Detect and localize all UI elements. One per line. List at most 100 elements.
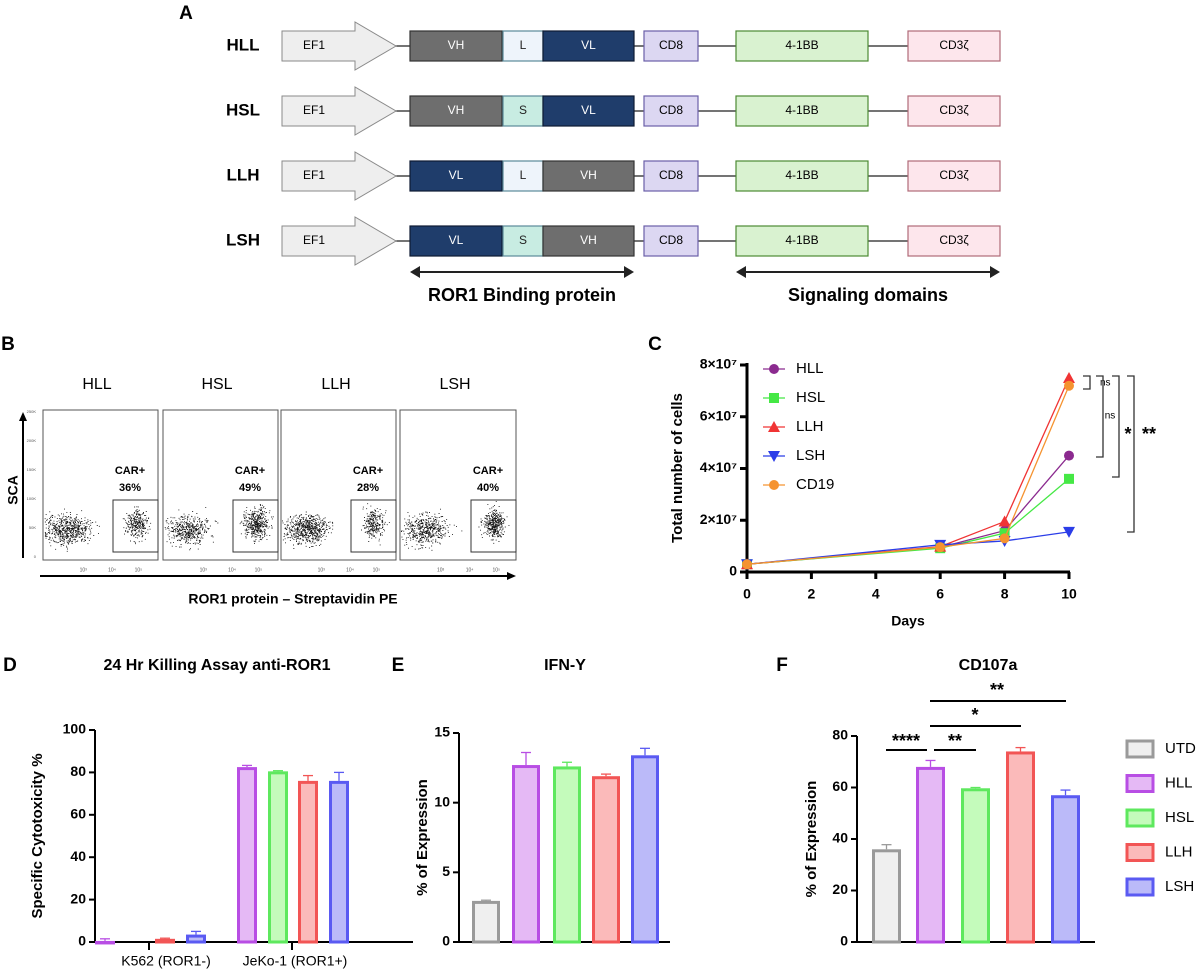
panel-letter-d: D	[3, 655, 17, 676]
data-point-cd19	[1064, 380, 1074, 391]
y-tick-label: 200K	[27, 438, 37, 443]
legend-swatch-llh	[1125, 843, 1155, 862]
sig-label: *	[1124, 424, 1131, 444]
domain-label: CD8	[659, 38, 683, 52]
promoter-label: EF1	[303, 38, 325, 52]
car-gate	[232, 499, 279, 553]
domain-label: VL	[449, 168, 464, 182]
domain-label: S	[519, 233, 527, 247]
gate-label: CAR+	[473, 465, 503, 477]
sig-label: **	[1142, 424, 1156, 444]
promoter-arrow	[281, 21, 397, 71]
data-point-cd19	[999, 533, 1010, 544]
x-tick-label: 10	[1061, 586, 1077, 602]
gate-label: CAR+	[353, 465, 383, 477]
promoter-arrow	[281, 86, 397, 136]
gate-label: CAR+	[235, 465, 265, 477]
bar-llh-k562	[155, 938, 175, 944]
legend-marker-hsl	[769, 393, 779, 403]
panel-letter-e: E	[392, 655, 405, 676]
y-tick-label: 6×10⁷	[700, 407, 738, 423]
domain-vl	[409, 225, 503, 257]
bar-lsh	[631, 755, 659, 944]
bar-hll	[916, 766, 945, 944]
x-tick-label: 10⁴	[346, 567, 354, 573]
x-axis-label: ROR1 protein – Streptavidin PE	[188, 591, 397, 607]
flow-plot-llh: LLH CAR+ 28% 10³ 10⁴ 10⁵	[280, 376, 397, 573]
y-tick-label: 2×10⁷	[700, 511, 738, 527]
flow-plot-lsh: LSH CAR+ 40% 10³ 10⁴ 10⁵	[399, 376, 517, 573]
x-tick-label: JeKo-1 (ROR1+)	[243, 953, 348, 969]
bar-utd	[872, 849, 901, 944]
domain-label: CD3ζ	[939, 38, 969, 52]
x-tick-label: 0	[743, 586, 751, 602]
domain-label: CD8	[659, 103, 683, 117]
bar-llh-jeko1	[298, 780, 318, 944]
sig-bracket	[1112, 375, 1120, 478]
bar-hsl	[961, 788, 990, 944]
domain-4-1bb	[735, 30, 869, 62]
signaling-arrow-head-left	[736, 266, 746, 278]
promoter-label: EF1	[303, 168, 325, 182]
sig-label: ns	[1100, 378, 1111, 389]
x-tick-label: 10⁵	[373, 567, 381, 573]
car-gate	[350, 499, 397, 553]
domain-cd3z	[907, 225, 1001, 257]
bar-llh	[592, 776, 620, 944]
x-arrow-head	[507, 572, 516, 580]
flow-plot-hll: HLL CAR+ 36% 10³ 10⁴ 10⁵	[42, 376, 159, 573]
x-tick-label: 10³	[80, 567, 88, 573]
domain-cd3z	[907, 160, 1001, 192]
x-tick-label: 10⁵	[255, 567, 263, 573]
domain-vl	[542, 95, 635, 127]
gate-percent: 40%	[477, 482, 499, 494]
y-arrow-head	[19, 412, 27, 421]
flow-plot-title: HLL	[82, 376, 111, 393]
x-tick-label: 10⁴	[108, 567, 116, 573]
signaling-label: Signaling domains	[788, 285, 948, 305]
domain-label: CD8	[659, 233, 683, 247]
domain-label: CD3ζ	[939, 168, 969, 182]
promoter-label: EF1	[303, 233, 325, 247]
y-axis-label: SCA	[5, 475, 21, 505]
x-tick-label: 10⁴	[228, 567, 236, 573]
y-tick-label: 50K	[29, 525, 36, 530]
sig-label: *	[971, 705, 978, 725]
flow-plot-title: HSL	[201, 376, 232, 393]
x-tick-label: 10³	[200, 567, 208, 573]
data-point-cd19	[742, 559, 752, 570]
flow-plot-frame	[399, 409, 517, 561]
y-tick-label: 40	[832, 830, 848, 846]
x-tick-label: 10⁵	[135, 567, 143, 573]
domain-cd8	[643, 160, 699, 192]
y-tick-label: 0	[442, 933, 450, 949]
bar-hsl-jeko1	[268, 771, 288, 944]
panel-letter-a: A	[179, 3, 193, 24]
bar-llh	[1006, 751, 1035, 944]
x-tick-label: 10⁵	[492, 567, 500, 573]
sig-label: ****	[892, 731, 920, 751]
promoter-label: EF1	[303, 103, 325, 117]
y-tick-label: 100K	[27, 496, 37, 501]
binding-arrow-head-right	[624, 266, 634, 278]
y-tick-label: 15	[434, 724, 450, 740]
x-tick-label: 10³	[318, 567, 326, 573]
signaling-arrow-head-right	[990, 266, 1000, 278]
domain-label: S	[519, 103, 527, 117]
construct-llh: LLH EF1 VL L VH CD8 4-1BB CD3ζ	[226, 151, 1001, 201]
promoter-arrow	[281, 216, 397, 266]
x-tick-label: 4	[872, 586, 880, 602]
chart-title: IFN-Y	[544, 657, 586, 674]
legend-swatch-utd	[1125, 739, 1155, 759]
sig-label: **	[948, 731, 962, 751]
panel-letter-f: F	[776, 655, 788, 676]
y-tick-label: 20	[832, 881, 848, 897]
legend-swatch-lsh	[1125, 877, 1155, 897]
bar-lsh-jeko1	[329, 780, 349, 944]
domain-vl	[542, 30, 635, 62]
construct-label: HSL	[226, 100, 260, 119]
y-tick-label: 5	[442, 863, 450, 879]
legend-label: LLH	[1165, 843, 1193, 860]
legend-label: LSH	[796, 447, 825, 464]
